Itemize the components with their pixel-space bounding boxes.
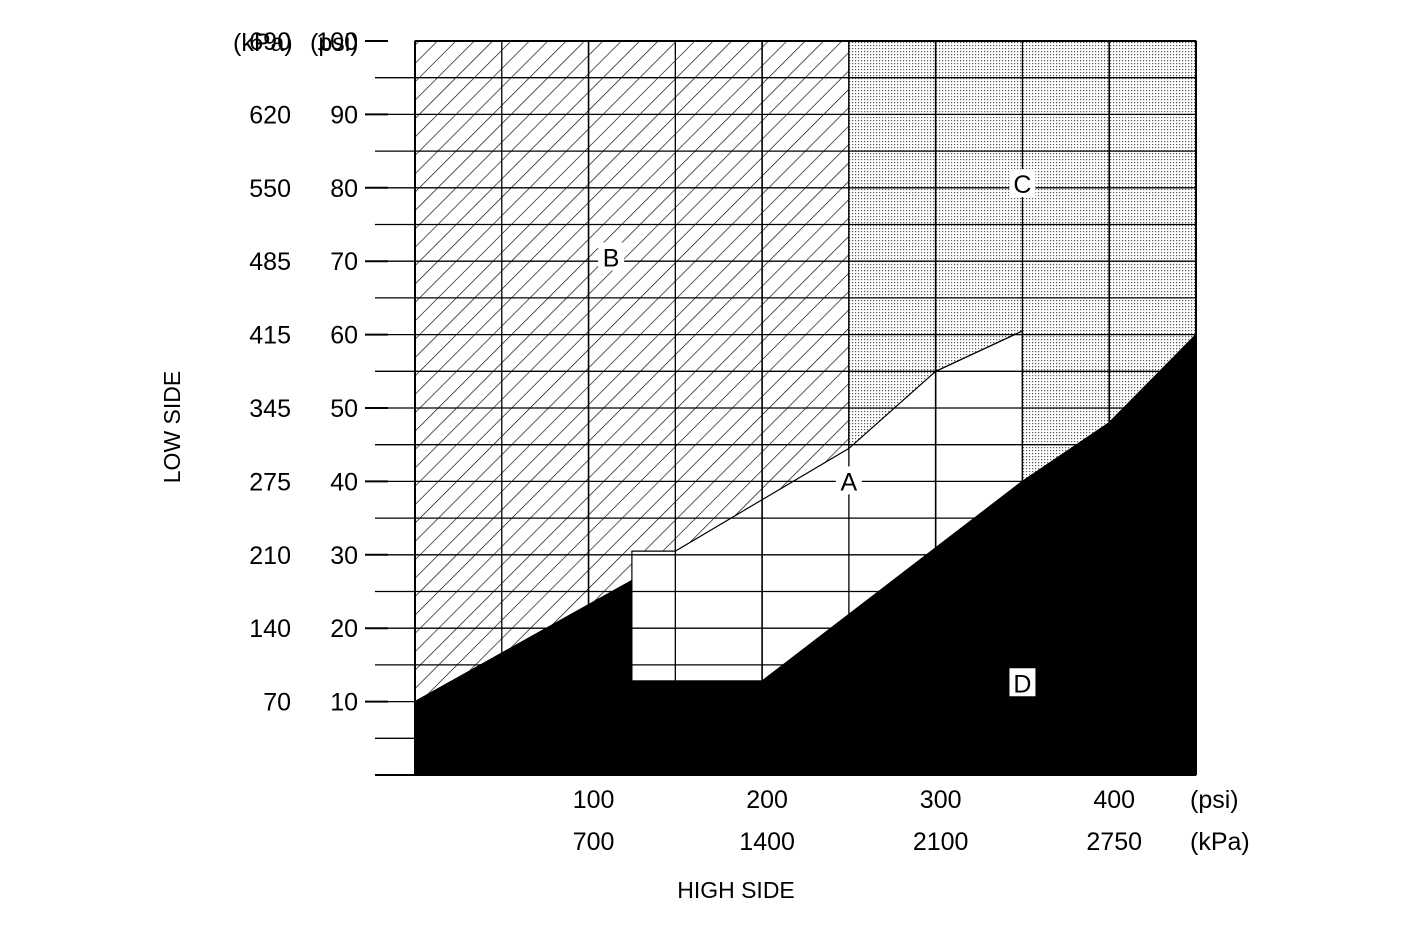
x-tick-label-psi: 400	[1093, 786, 1135, 814]
x-tick-label-kpa: 700	[573, 828, 615, 856]
region-label-bg-c	[1009, 169, 1036, 198]
y-tick-label-psi: 50	[330, 395, 358, 423]
y-tick-label-psi: 100	[316, 28, 358, 56]
x-tick-label-psi: 200	[746, 786, 788, 814]
y-tick-label-psi: 40	[330, 468, 358, 496]
y-tick-label-kpa: 485	[249, 248, 291, 276]
y-tick-label-kpa: 275	[249, 468, 291, 496]
y-tick-label-psi: 60	[330, 322, 358, 350]
y-unit-kpa: (kPa)	[233, 29, 293, 57]
y-tick-label-kpa: 345	[249, 395, 291, 423]
y-tick-label-kpa: 620	[249, 101, 291, 129]
y-tick-label-psi: 30	[330, 542, 358, 570]
region-label-bg-d	[1009, 668, 1036, 697]
y-tick-label-psi: 10	[330, 689, 358, 717]
region-label-b: B	[603, 245, 620, 273]
x-unit-kpa: (kPa)	[1190, 828, 1250, 856]
y-tick-label-kpa: 690	[249, 28, 291, 56]
y-unit-psi: (psi)	[310, 29, 359, 57]
y-tick-label-kpa: 210	[249, 542, 291, 570]
y-tick-label-psi: 80	[330, 175, 358, 203]
labels-layer: 10 70 20 140 30 210 40 275 50 345 60 415 70 485 80 550 9…	[159, 28, 1250, 903]
axes-layer	[365, 40, 1197, 776]
y-tick-label-psi: 90	[330, 101, 358, 129]
y-axis-title: LOW SIDE	[159, 371, 185, 483]
region-label-c: C	[1013, 171, 1031, 199]
x-tick-label-psi: 100	[573, 786, 615, 814]
y-tick-label-psi: 20	[330, 615, 358, 643]
y-tick-label-kpa: 70	[263, 689, 291, 717]
region-label-a: A	[841, 468, 858, 496]
y-tick-label-psi: 70	[330, 248, 358, 276]
grid-layer	[375, 41, 1196, 775]
x-tick-label-kpa: 2100	[913, 828, 969, 856]
x-axis-title: HIGH SIDE	[677, 877, 795, 903]
x-tick-label-kpa: 2750	[1086, 828, 1142, 856]
x-tick-label-psi: 300	[920, 786, 962, 814]
y-tick-label-kpa: 140	[249, 615, 291, 643]
y-tick-label-kpa: 415	[249, 322, 291, 350]
region-label-bg-a	[835, 466, 862, 495]
y-tick-label-kpa: 550	[249, 175, 291, 203]
region-label-bg-b	[598, 242, 625, 271]
region-label-d: D	[1013, 670, 1031, 698]
x-tick-label-kpa: 1400	[739, 828, 795, 856]
x-unit-psi: (psi)	[1190, 786, 1239, 814]
